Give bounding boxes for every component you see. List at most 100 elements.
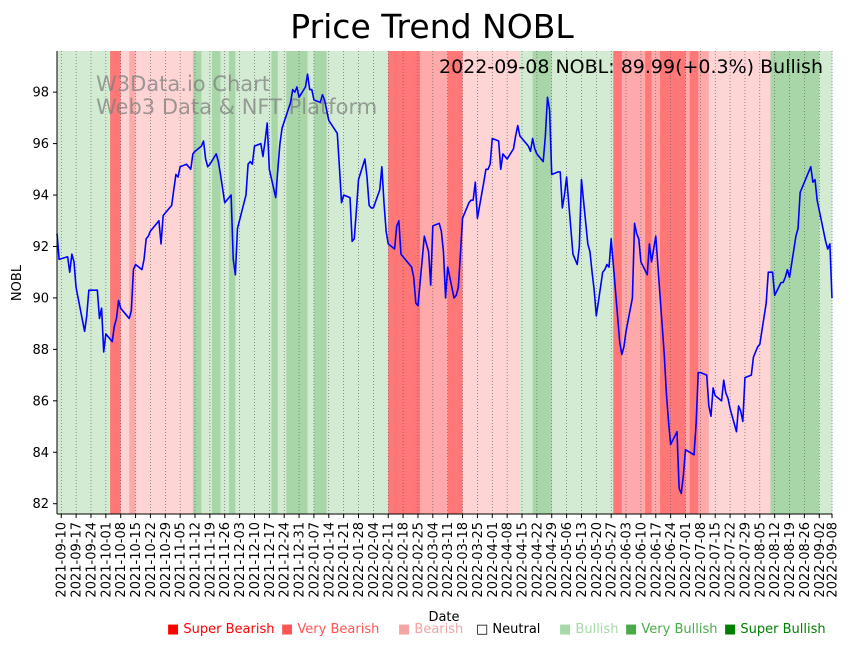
x-tick-label: 2022-09-08 [826, 522, 841, 598]
regime-band-18 [388, 51, 421, 514]
x-tick-label: 2021-11-19 [203, 522, 218, 598]
price-line-group [56, 73, 833, 495]
x-tick-label: 2022-09-02 [813, 522, 828, 598]
x-tick-label: 2022-06-17 [649, 522, 664, 598]
regime-band-5 [192, 51, 202, 514]
x-tick-label: 2021-12-03 [233, 522, 248, 598]
regime-band-11 [271, 51, 279, 514]
price-line [56, 73, 833, 495]
x-tick-label: 2022-07-01 [679, 522, 694, 598]
regime-band-27 [645, 51, 652, 514]
x-tick-label: 2021-10-22 [144, 522, 159, 598]
x-tick-label: 2022-04-22 [530, 522, 545, 598]
regime-band-4 [135, 51, 194, 514]
legend-label: Bearish [414, 622, 463, 637]
x-tick-label: 2022-04-29 [545, 522, 560, 598]
x-tick-label: 2022-02-11 [382, 522, 397, 598]
x-tick-label: 2022-01-21 [337, 522, 352, 598]
y-tick-label: 96 [32, 137, 49, 152]
x-tick-label: 2022-05-06 [560, 522, 575, 598]
axes [56, 51, 832, 515]
x-tick-label: 2021-12-10 [248, 522, 263, 598]
legend-label: Super Bearish [183, 622, 274, 637]
x-axis-ticks: 2021-09-10 2021-09-17 2021-09-24 2021-10-01… [55, 514, 841, 598]
latest-price-annotation: 2022-09-08 NOBL: 89.99(+0.3%) Bullish [439, 56, 823, 78]
legend-item: □ Neutral [476, 622, 540, 637]
legend-marker: ■ [625, 622, 641, 637]
x-tick-label: 2022-01-28 [352, 522, 367, 598]
y-axis-label: NOBL [10, 264, 25, 301]
x-tick-label: 2022-05-27 [605, 522, 620, 598]
legend: ■ Super Bearish ■ Very Bearish ■ Bearish □ … [167, 622, 826, 637]
x-tick-label: 2022-07-08 [694, 522, 709, 598]
x-tick-label: 2022-05-20 [590, 522, 605, 598]
regime-band-21 [462, 51, 521, 514]
regime-band-34 [770, 51, 807, 514]
x-tick-label: 2022-08-26 [798, 522, 813, 598]
legend-item: ■ Bullish [559, 622, 618, 637]
x-tick-label: 2021-09-24 [84, 522, 99, 598]
x-tick-label: 2022-07-22 [724, 522, 739, 598]
x-tick-label: 2022-02-25 [411, 522, 426, 598]
legend-label: Bullish [575, 622, 618, 637]
x-tick-label: 2022-07-29 [738, 522, 753, 598]
regime-band-1 [110, 51, 122, 514]
x-tick-label: 2022-08-05 [753, 522, 768, 598]
regime-band-35 [806, 51, 820, 514]
legend-item: ■ Super Bullish [724, 622, 826, 637]
legend-marker: ■ [167, 622, 183, 637]
watermark-line-2: Web3 Data & NFT Platform [96, 95, 377, 119]
legend-marker: ■ [559, 622, 575, 637]
regime-band-19 [420, 51, 449, 514]
regime-band-9 [228, 51, 236, 514]
regime-band-29 [660, 51, 686, 514]
regime-band-30 [685, 51, 691, 514]
x-tick-label: 2022-08-19 [783, 522, 798, 598]
regime-band-15 [313, 51, 328, 514]
x-tick-label: 2021-10-01 [99, 522, 114, 598]
x-tick-label: 2022-06-10 [634, 522, 649, 598]
regime-band-32 [698, 51, 710, 514]
vertical-gridlines [60, 51, 833, 514]
x-tick-label: 2022-04-08 [501, 522, 516, 598]
x-tick-label: 2022-03-11 [441, 522, 456, 598]
legend-item: ■ Bearish [398, 622, 463, 637]
x-tick-label: 2022-07-15 [709, 522, 724, 598]
legend-label: Super Bullish [740, 622, 825, 637]
legend-label: Very Bearish [297, 622, 379, 637]
x-tick-label: 2022-02-04 [367, 522, 382, 598]
x-tick-label: 2022-04-01 [486, 522, 501, 598]
x-tick-label: 2022-04-15 [516, 522, 531, 598]
x-tick-label: 2022-08-12 [768, 522, 783, 598]
regime-band-2 [120, 51, 130, 514]
y-tick-label: 92 [32, 240, 49, 255]
regime-band-7 [212, 51, 221, 514]
x-tick-label: 2022-05-13 [575, 522, 590, 598]
regime-band-23 [532, 51, 553, 514]
regime-band-17 [350, 51, 389, 514]
x-tick-label: 2022-03-18 [456, 522, 471, 598]
regime-band-16 [326, 51, 351, 514]
regime-band-24 [551, 51, 614, 514]
watermark-line-1: W3Data.io Chart [96, 72, 270, 96]
x-tick-label: 2022-03-25 [471, 522, 486, 598]
regime-band-0 [57, 51, 111, 514]
x-tick-label: 2022-06-03 [620, 522, 635, 598]
x-tick-label: 2022-02-18 [397, 522, 412, 598]
regime-band-20 [447, 51, 463, 514]
regime-band-22 [519, 51, 534, 514]
y-tick-label: 90 [32, 291, 49, 306]
regime-band-36 [819, 51, 833, 514]
regime-band-25 [613, 51, 623, 514]
regime-band-33 [708, 51, 771, 514]
y-tick-label: 84 [32, 446, 49, 461]
x-tick-label: 2021-09-10 [55, 522, 70, 598]
x-tick-label: 2022-01-07 [307, 522, 322, 598]
regime-band-14 [307, 51, 315, 514]
legend-item: ■ Super Bearish [167, 622, 275, 637]
legend-marker: □ [476, 622, 492, 637]
regime-band-13 [286, 51, 308, 514]
regime-band-26 [621, 51, 646, 514]
x-tick-label: 2022-01-14 [322, 522, 337, 598]
